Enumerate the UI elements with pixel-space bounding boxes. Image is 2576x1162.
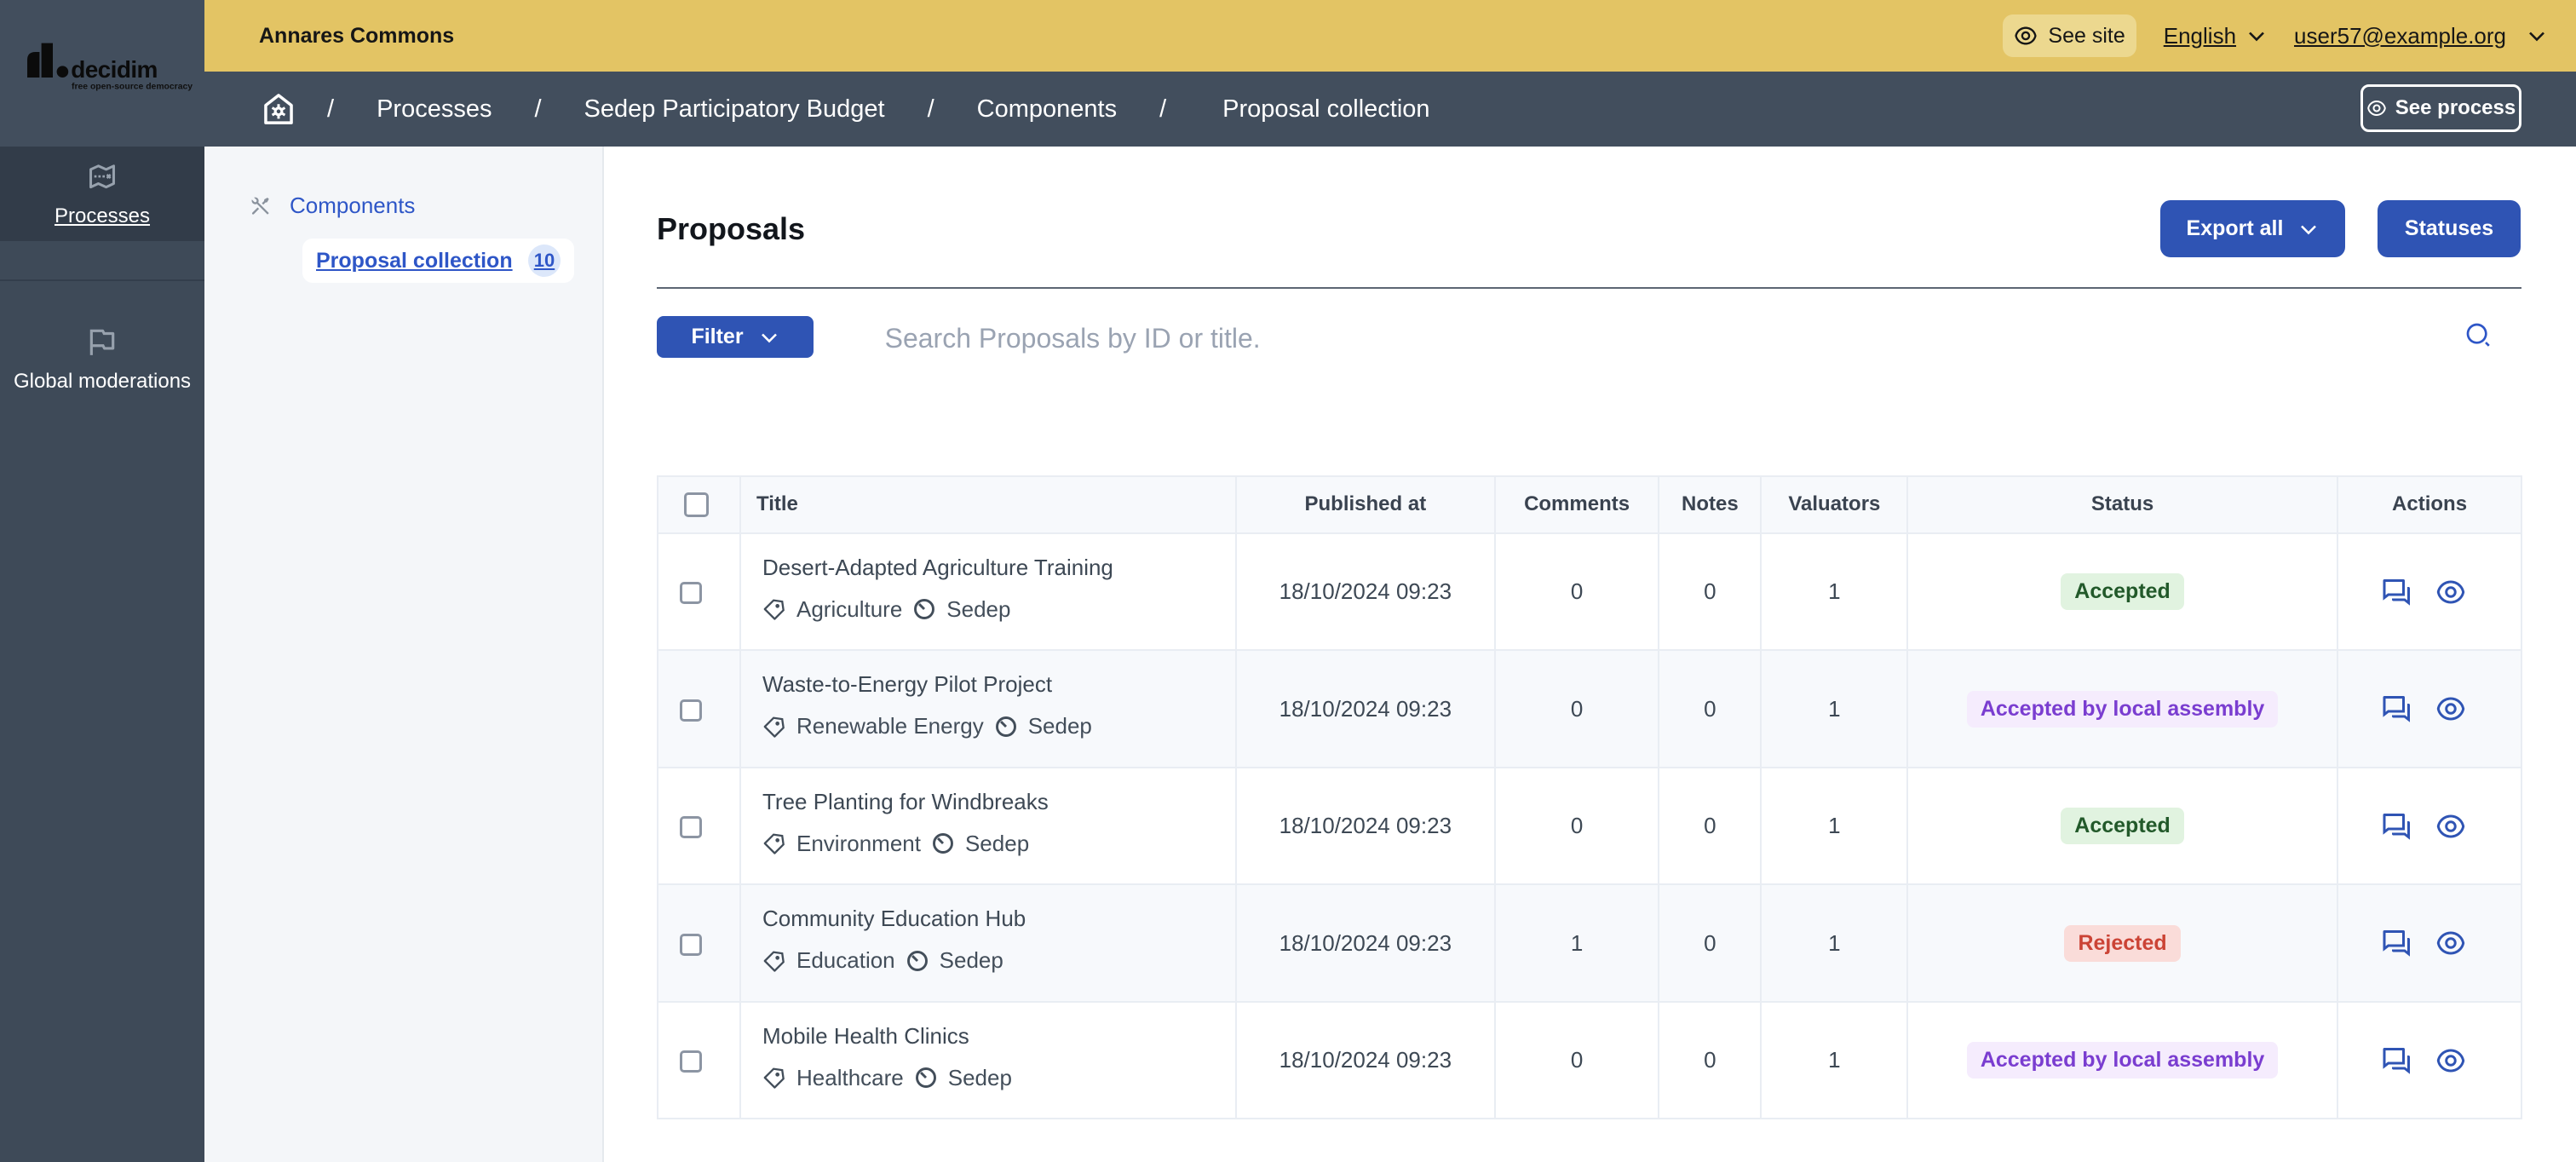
svg-text:free open-source democracy: free open-source democracy: [72, 82, 193, 91]
svg-text:decidim: decidim: [71, 56, 158, 83]
